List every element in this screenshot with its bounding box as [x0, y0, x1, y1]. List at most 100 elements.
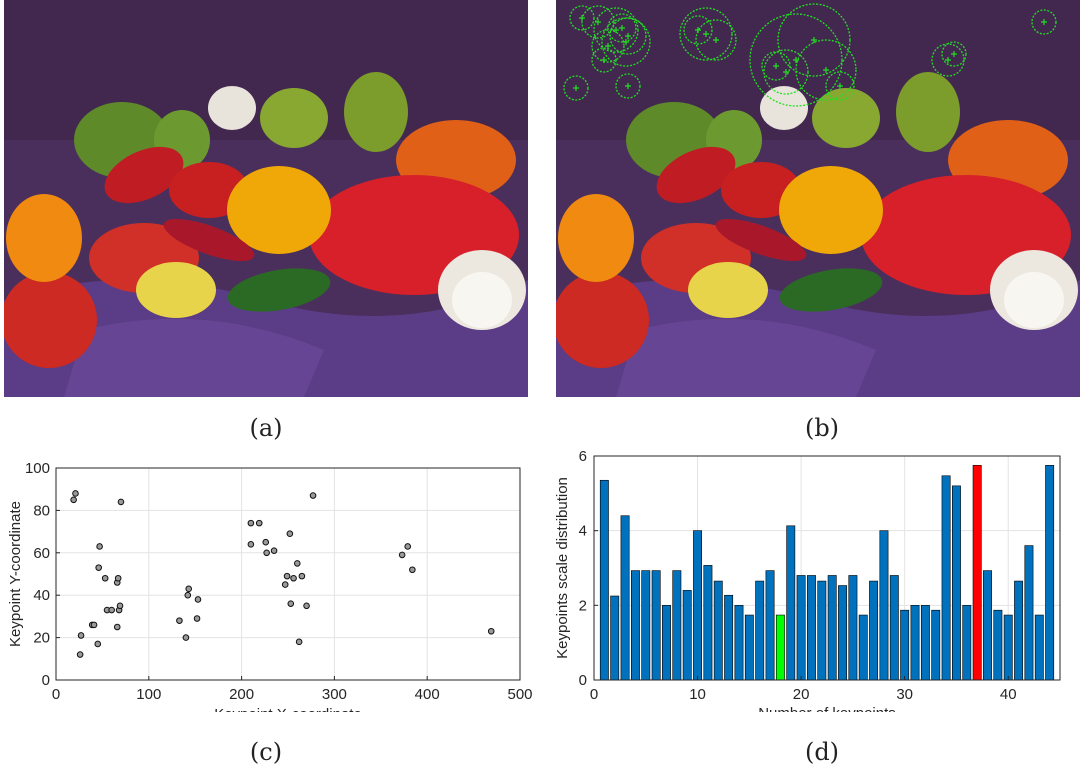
- bar: [1014, 580, 1024, 681]
- keypoint-marker: [613, 27, 619, 33]
- bar: [858, 614, 868, 681]
- scatter-point: [293, 560, 301, 567]
- scatter-point: [262, 538, 270, 546]
- scatter-point: [72, 490, 79, 497]
- scatter-point: [182, 634, 190, 641]
- caption-b: (b): [804, 414, 840, 442]
- x-tick-label: 30: [896, 686, 913, 703]
- scatter-point: [116, 602, 124, 610]
- x-tick-label: 0: [590, 686, 598, 703]
- bar: [682, 590, 692, 681]
- scatter-point: [295, 638, 303, 646]
- keypoint-marker: [703, 31, 709, 37]
- bar: [827, 575, 837, 681]
- scatter-point: [90, 621, 98, 629]
- scatter-point: [70, 496, 77, 504]
- scatter-point: [113, 623, 121, 631]
- scatter-point: [94, 640, 102, 648]
- keypoint-circle: [825, 71, 855, 101]
- keypoint-circle: [591, 47, 617, 73]
- y-tick-label: 0: [42, 672, 50, 689]
- bar: [920, 605, 930, 681]
- scatter-panel: 0 100 200 300 400 500 0 20 40 60 80 100 Keypoint X-c…: [0, 452, 540, 723]
- keypoint-marker: [793, 57, 799, 63]
- bar: [910, 605, 920, 681]
- keypoint-marker: [945, 57, 951, 63]
- bar: [869, 580, 879, 681]
- bar-panel: 0 10 20 30 40 0 2 4 6 Number of keypoints Keypoint…: [550, 446, 1080, 722]
- keypoint-marker: [625, 83, 631, 89]
- y-tick-label: 2: [579, 597, 587, 614]
- keypoint-marker: [625, 33, 631, 39]
- bar: [610, 595, 620, 681]
- bar: [734, 605, 744, 681]
- y-tick-label: 0: [579, 672, 587, 689]
- scatter-point: [95, 564, 102, 571]
- x-tick-label: 200: [229, 686, 254, 703]
- scatter-point: [303, 602, 310, 610]
- x-tick-label: 100: [136, 686, 161, 703]
- bar: [848, 575, 858, 681]
- bar: [807, 575, 816, 681]
- bar: [620, 515, 630, 681]
- scatter-point: [404, 543, 412, 550]
- bar: [1045, 465, 1055, 681]
- keypoint-marker: [601, 57, 607, 63]
- caption-c: (c): [249, 738, 283, 766]
- scatter-point: [101, 574, 109, 582]
- bar: [651, 570, 661, 681]
- scatter-point: [487, 627, 495, 635]
- y-axis-label: Keypoints scale distribution: [554, 477, 571, 659]
- bar: [817, 580, 827, 681]
- bar: [599, 479, 609, 681]
- y-tick-label: 4: [579, 523, 587, 540]
- y-tick-label: 60: [33, 545, 50, 562]
- y-tick-label: 80: [33, 502, 50, 519]
- bar: [703, 565, 713, 681]
- y-tick-label: 6: [579, 448, 587, 465]
- bar: [972, 465, 982, 681]
- plot-area: [594, 456, 1060, 680]
- keypoint-circle: [763, 49, 809, 95]
- keypoint-circle: [1031, 9, 1057, 35]
- keypoint-circle: [679, 7, 733, 61]
- keypoint-marker: [773, 63, 779, 69]
- photo-a: [4, 0, 528, 397]
- bar: [641, 570, 651, 681]
- bar: [713, 580, 723, 681]
- keypoint-marker: [619, 25, 625, 31]
- scatter-point: [96, 543, 103, 550]
- scatter-point: [298, 572, 306, 580]
- keypoint-circle: [761, 51, 791, 81]
- keypoint-marker: [595, 19, 601, 25]
- peppers-image: [4, 0, 528, 397]
- bar: [962, 605, 972, 681]
- scatter-point: [281, 581, 289, 588]
- caption-d: (d): [804, 738, 840, 766]
- keypoint-marker: [695, 27, 701, 33]
- bar: [1034, 614, 1044, 681]
- keypoint-marker: [837, 83, 843, 89]
- keypoint-circle: [683, 15, 713, 45]
- scatter-point: [263, 549, 270, 557]
- bar: [796, 575, 806, 681]
- scatter-point: [194, 596, 202, 603]
- scatter-point: [287, 600, 295, 607]
- scatter-point: [108, 606, 115, 614]
- keypoint-marker: [811, 37, 817, 43]
- bar: [662, 605, 671, 681]
- keypoint-marker: [823, 67, 829, 73]
- keypoint-circle: [749, 13, 843, 107]
- keypoint-circle: [777, 3, 851, 77]
- scatter-point: [290, 574, 297, 582]
- keypoint-circle: [607, 13, 637, 43]
- keypoint-marker: [951, 51, 957, 57]
- bar: [755, 580, 765, 681]
- scatter-point: [255, 519, 263, 527]
- keypoint-marker: [783, 69, 789, 75]
- scatter-point: [176, 617, 183, 624]
- bar: [889, 575, 899, 681]
- scatter-point: [247, 541, 255, 548]
- bar: [931, 609, 941, 681]
- bar: [693, 530, 702, 681]
